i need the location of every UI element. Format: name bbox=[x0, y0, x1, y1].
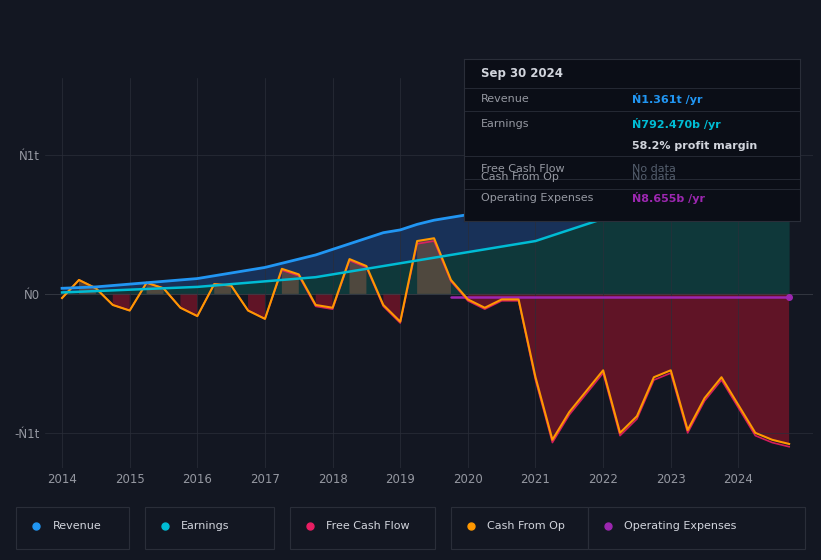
Text: Cash From Op: Cash From Op bbox=[487, 521, 565, 531]
Text: Earnings: Earnings bbox=[181, 521, 230, 531]
Text: Operating Expenses: Operating Expenses bbox=[481, 193, 593, 203]
Text: No data: No data bbox=[632, 172, 676, 183]
Text: 58.2% profit margin: 58.2% profit margin bbox=[632, 142, 758, 152]
Text: Earnings: Earnings bbox=[481, 119, 530, 129]
Text: Free Cash Flow: Free Cash Flow bbox=[481, 164, 564, 174]
Text: No data: No data bbox=[632, 164, 676, 174]
Text: Revenue: Revenue bbox=[481, 95, 530, 104]
Text: Ń792.470b /yr: Ń792.470b /yr bbox=[632, 118, 721, 130]
Text: Cash From Op: Cash From Op bbox=[481, 172, 558, 183]
Text: Sep 30 2024: Sep 30 2024 bbox=[481, 67, 562, 80]
Text: Operating Expenses: Operating Expenses bbox=[624, 521, 736, 531]
Text: Free Cash Flow: Free Cash Flow bbox=[326, 521, 410, 531]
Text: Revenue: Revenue bbox=[53, 521, 101, 531]
Text: Ń8.655b /yr: Ń8.655b /yr bbox=[632, 193, 705, 204]
Text: Ń1.361t /yr: Ń1.361t /yr bbox=[632, 94, 703, 105]
